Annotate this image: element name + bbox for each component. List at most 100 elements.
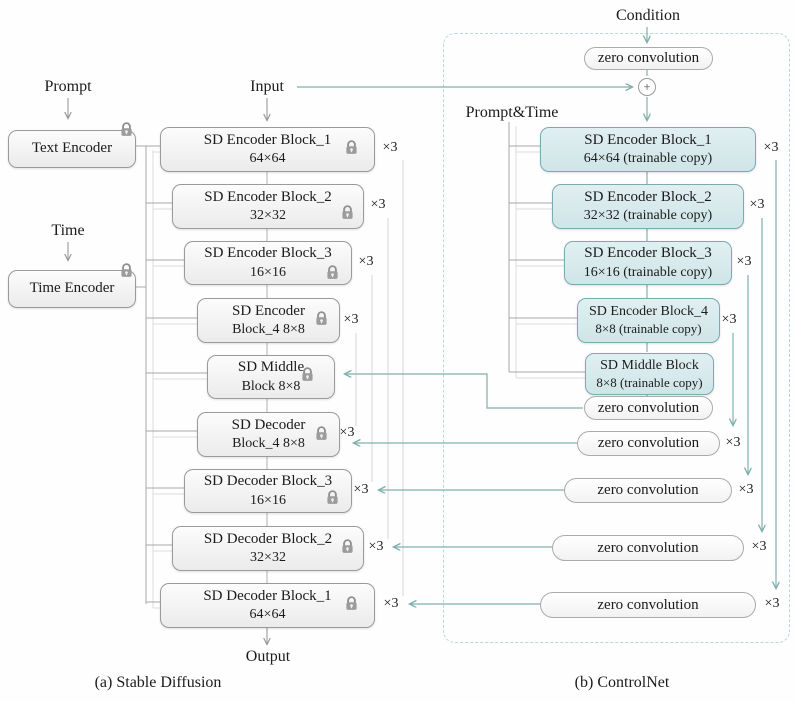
block-line1: SD Decoder Block_2 [203,530,333,547]
right-prompt-rail [508,122,585,373]
left-time-rail [152,150,207,609]
gray-arrows [68,98,267,644]
left-prompt-rail [134,145,207,604]
block-line2: 64×64 [249,607,286,623]
lock-icon [324,264,341,281]
block-line2: 32×32 [250,550,286,566]
pill-label: zero convolution [597,50,700,66]
lock-icon [324,489,341,506]
pill-label: zero convolution [597,399,700,416]
caption-controlnet: (b) ControlNet [574,674,670,691]
block-line1: SD Decoder Block_3 [203,473,333,490]
time-encoder-label: Time Encoder [29,280,115,297]
pill-label: zero convolution [597,482,699,498]
times3-enc4: ×3 [343,312,359,327]
lock-icon [343,139,360,156]
prompt-time-label: Prompt&Time [465,104,559,121]
sd-encoder-block-2: SD Encoder Block_2 32×32 [172,184,364,229]
caption-stable-diffusion: (a) Stable Diffusion [94,674,222,691]
sd-encoder-block-4: SD Encoder Block_4 8×8 [197,298,340,343]
controlnet-encoder-block-2: SD Encoder Block_2 32×32 (trainable copy… [552,184,744,229]
input-label: Input [250,78,284,95]
times3-dec1: ×3 [383,596,399,611]
zero-convolution-decoder-1: zero convolution [540,592,756,618]
block-line1: SD Middle Block [600,357,699,373]
pill-label: zero convolution [597,596,699,613]
times3-zc-dec3: ×3 [738,482,754,497]
pill-label: zero convolution [597,435,700,451]
zero-convolution-decoder-3: zero convolution [564,478,732,503]
block-line2: 16×16 [250,492,286,508]
times3-enc1: ×3 [382,140,398,155]
lock-icon [118,262,135,279]
lock-icon [313,425,330,442]
block-line2: Block_4 8×8 [232,436,305,452]
zero-convolution-middle: zero convolution [584,396,713,420]
times3-cn-enc4: ×3 [721,312,737,327]
controlnet-dashed-container [443,33,790,643]
sd-decoder-block-1: SD Decoder Block_1 64×64 [160,583,375,628]
block-line2: 64×64 [249,151,286,167]
zero-convolution-decoder-2: zero convolution [552,535,744,561]
block-line1: SD Encoder Block_1 [584,131,712,148]
controlnet-middle-block: SD Middle Block 8×8 (trainable copy) [585,353,714,395]
time-label: Time [51,222,85,239]
block-line2: 8×8 (trainable copy) [595,321,702,337]
lock-icon [343,595,360,612]
sd-middle-block: SD Middle Block 8×8 [207,355,335,399]
text-encoder-label: Text Encoder [31,140,113,157]
controlnet-encoder-block-3: SD Encoder Block_3 16×16 (trainable copy… [564,241,732,285]
block-line2: Block_4 8×8 [232,322,305,338]
times3-cn-enc3: ×3 [736,254,752,269]
controlnet-encoder-block-1: SD Encoder Block_1 64×64 (trainable copy… [540,127,756,172]
block-line1: SD Encoder Block_3 [204,245,332,262]
block-line2: 16×16 (trainable copy) [583,264,713,280]
times3-zc-dec2: ×3 [751,539,767,554]
block-line2: 8×8 (trainable copy) [596,374,703,390]
text-encoder-block: Text Encoder [8,130,136,168]
block-line2: Block 8×8 [241,378,301,394]
block-line2: 64×64 (trainable copy) [583,151,713,167]
sd-decoder-block-3: SD Decoder Block_3 16×16 [184,469,352,513]
sd-encoder-block-3: SD Encoder Block_3 16×16 [184,241,352,285]
block-line1: SD Encoder Block_2 [204,188,332,205]
teal-wires [297,27,776,604]
times3-zc-dec4: ×3 [725,435,741,450]
lock-icon [339,538,356,555]
block-line2: 16×16 [250,264,286,280]
sd-decoder-block-4: SD Decoder Block_4 8×8 [197,412,340,457]
times3-enc3: ×3 [358,254,374,269]
sd-decoder-block-2: SD Decoder Block_2 32×32 [172,526,364,571]
block-line1: SD Decoder [231,416,306,433]
time-encoder-block: Time Encoder [8,270,136,308]
lock-icon [339,204,356,221]
skip-connection-lines [355,160,404,596]
block-line1: SD Decoder Block_1 [203,587,332,604]
block-line1: SD Encoder Block_1 [203,131,332,148]
block-line1: SD Middle [237,359,305,376]
times3-enc2: ×3 [370,197,386,212]
block-line2: 32×32 (trainable copy) [583,208,713,224]
times3-cn-enc1: ×3 [763,140,779,155]
block-line1: SD Encoder Block_4 [589,304,708,320]
add-junction: + [638,78,656,96]
block-line2: 32×32 [250,208,286,224]
right-time-rail [515,126,585,379]
zero-convolution-decoder-4: zero convolution [577,431,720,456]
block-line1: SD Encoder [232,302,305,319]
sd-encoder-block-1: SD Encoder Block_1 64×64 [160,127,375,172]
output-label: Output [245,648,291,665]
condition-label: Condition [615,7,681,24]
pill-label: zero convolution [597,539,699,556]
controlnet-encoder-block-4: SD Encoder Block_4 8×8 (trainable copy) [577,298,720,343]
prompt-label: Prompt [44,78,92,95]
times3-dec4: ×3 [339,425,355,440]
plus-sign: + [643,79,651,94]
block-line1: SD Encoder Block_3 [584,245,712,262]
times3-dec2: ×3 [368,539,384,554]
zero-convolution-top: zero convolution [584,47,713,70]
times3-dec3: ×3 [353,482,369,497]
lock-icon [118,121,135,138]
